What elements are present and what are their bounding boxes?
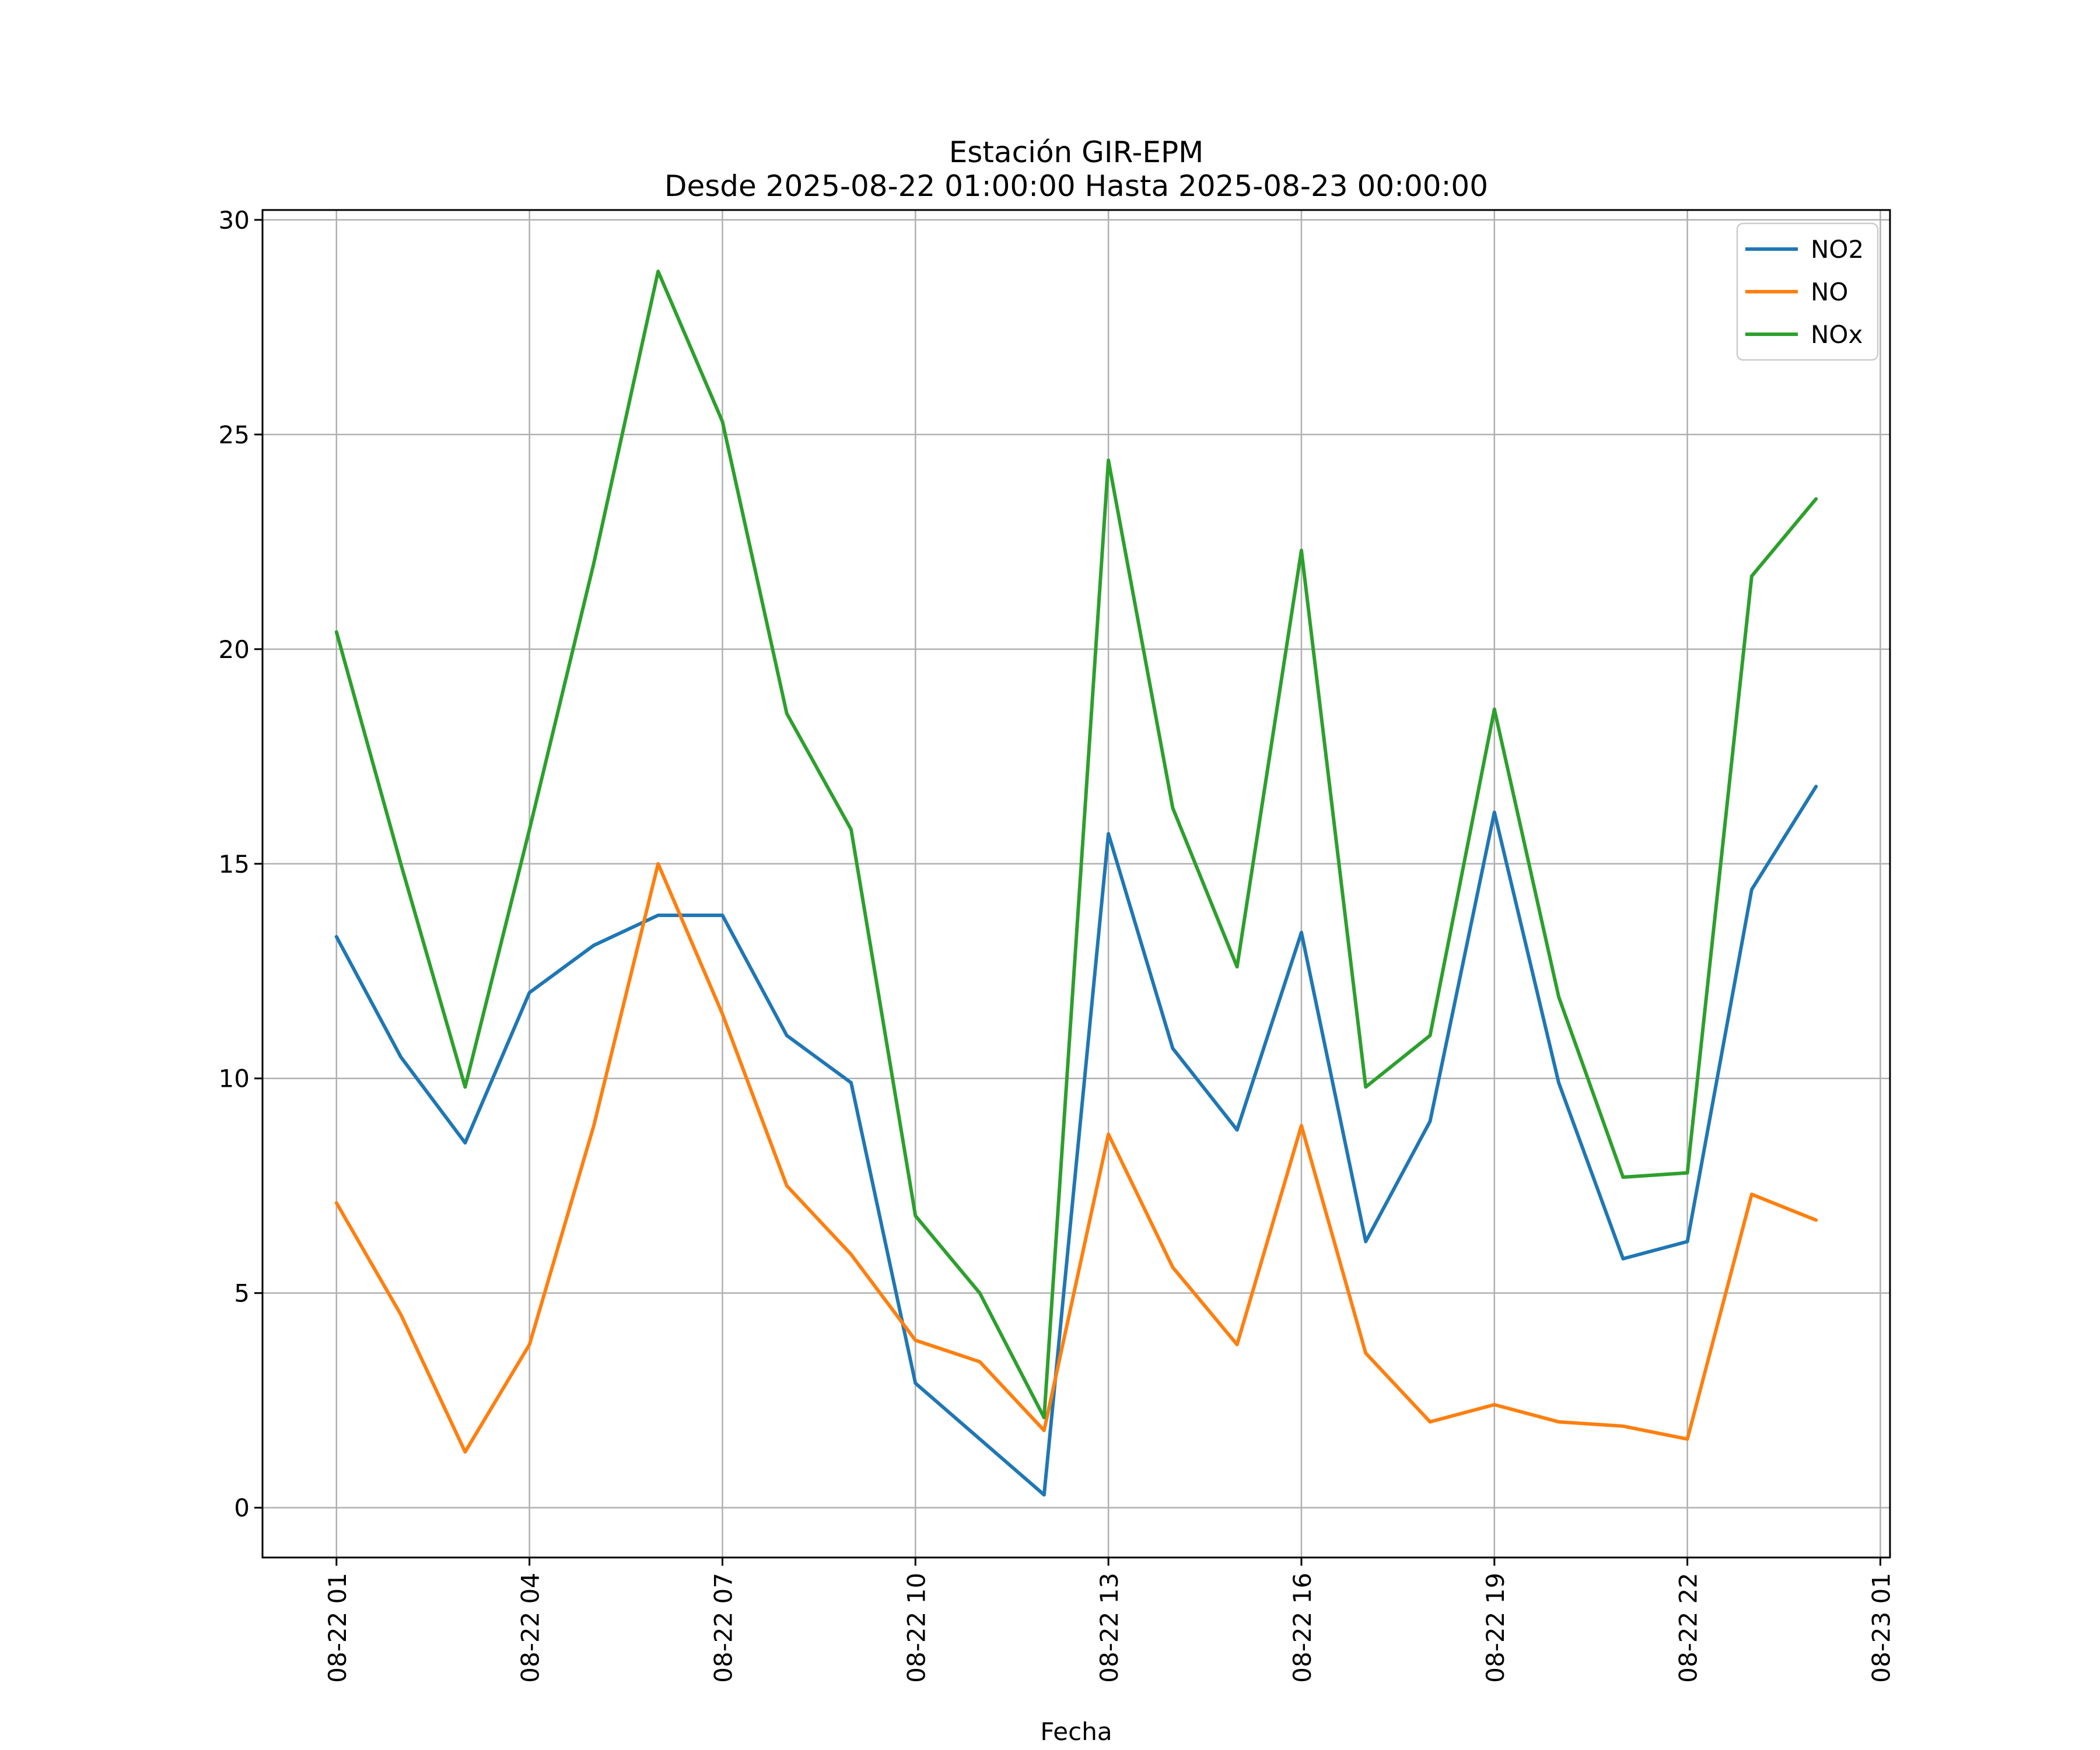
y-tick-label: 10 bbox=[219, 1065, 250, 1093]
x-tick-label: 08-22 13 bbox=[1095, 1573, 1124, 1683]
x-tick-label: 08-22 19 bbox=[1481, 1573, 1510, 1683]
legend-label-NOx: NOx bbox=[1811, 320, 1863, 349]
x-tick-label: 08-22 22 bbox=[1674, 1573, 1703, 1683]
x-tick-label: 08-22 07 bbox=[709, 1573, 737, 1683]
y-tick-label: 0 bbox=[234, 1494, 250, 1522]
x-tick-label: 08-23 01 bbox=[1867, 1573, 1895, 1683]
legend-label-NO2: NO2 bbox=[1811, 235, 1864, 264]
series-line-NO2 bbox=[334, 785, 1818, 1497]
chart-subtitle: Desde 2025-08-22 01:00:00 Hasta 2025-08-… bbox=[664, 169, 1488, 203]
x-axis-title: Fecha bbox=[1040, 1717, 1112, 1746]
plot-area: 0 5 10 15 20 25 30 08-22 01 08-22 04 08-22 07 08-2… bbox=[219, 206, 1896, 1683]
y-tick-label: 15 bbox=[219, 850, 250, 878]
y-tick-label: 20 bbox=[219, 635, 250, 664]
axes-frame bbox=[261, 209, 1891, 1559]
legend-label-NO: NO bbox=[1811, 278, 1848, 306]
y-tick-label: 30 bbox=[219, 206, 250, 235]
y-tick-label: 5 bbox=[234, 1279, 250, 1308]
series-line-NOx bbox=[334, 270, 1818, 1420]
x-tick-label: 08-22 16 bbox=[1288, 1573, 1317, 1683]
chart-title: Estación GIR-EPM bbox=[949, 135, 1204, 169]
legend-box bbox=[1736, 222, 1879, 361]
series-line-NO bbox=[334, 862, 1818, 1454]
y-tick-label: 25 bbox=[219, 421, 250, 449]
x-tick-label: 08-22 04 bbox=[516, 1573, 545, 1683]
x-tick-label: 08-22 10 bbox=[902, 1573, 930, 1683]
x-tick-label: 08-22 01 bbox=[323, 1573, 352, 1683]
